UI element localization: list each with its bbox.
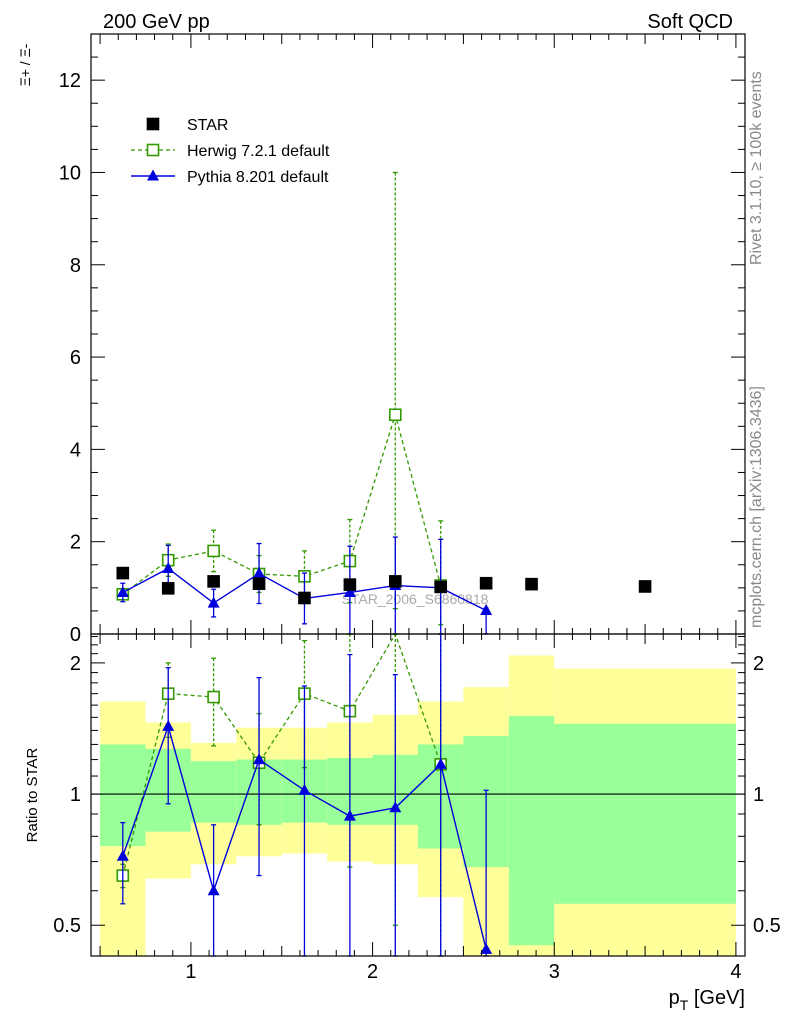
x-tick-label: 2 <box>367 961 378 983</box>
main-y-tick-label: 8 <box>70 255 81 277</box>
x-tick-label: 4 <box>730 961 741 983</box>
main-y-tick-label: 6 <box>70 347 81 369</box>
legend-label: Pythia 8.201 default <box>187 169 329 186</box>
main-y-tick-label: 2 <box>70 532 81 554</box>
rivet-label: Rivet 3.1.10, ≥ 100k events <box>748 71 765 265</box>
star-point <box>207 575 220 588</box>
main-y-tick-label: 0 <box>70 624 81 646</box>
ratio-panel <box>91 632 745 957</box>
ratio-pythia-point <box>298 783 311 795</box>
star-point <box>434 580 448 594</box>
herwig-point <box>388 408 402 422</box>
ratio-pythia-point <box>389 801 402 813</box>
ratio-herwig-point <box>207 690 220 704</box>
ratio-pythia-point <box>253 753 266 765</box>
mcplots-label: mcplots.cern.ch [arXiv:1306.3436] <box>748 386 765 628</box>
main-panel <box>116 171 652 635</box>
ratio-y-axis-label: Ratio to STAR <box>24 747 41 842</box>
star-point <box>388 575 402 588</box>
band-inner <box>554 723 736 904</box>
ratio-herwig-line <box>122 632 442 876</box>
legend-herwig-marker <box>146 143 160 157</box>
ratio-y-tick-label: 2 <box>70 653 81 675</box>
ratio-pythia-point <box>162 719 175 731</box>
series-star <box>116 566 652 605</box>
pythia-point <box>480 603 493 615</box>
legend-label: STAR <box>187 117 228 134</box>
herwig-point <box>207 544 220 558</box>
star-point <box>252 577 266 590</box>
pythia-point <box>162 561 175 573</box>
x-tick-label: 3 <box>549 961 560 983</box>
band-inner <box>508 716 555 946</box>
ratio-pythia-point <box>116 849 129 861</box>
header-left: 200 GeV pp <box>103 11 210 33</box>
star-point <box>525 577 538 591</box>
x-tick-label: 1 <box>185 961 196 983</box>
ratio-y-tick-label: 1 <box>70 784 81 806</box>
star-point <box>298 591 311 605</box>
ratio-y-tick-label-right: 2 <box>753 653 764 675</box>
star-point <box>479 576 493 590</box>
ratio-pythia-point <box>207 884 220 896</box>
ratio-pythia-point <box>480 942 493 954</box>
legend-label: Herwig 7.2.1 default <box>187 143 330 160</box>
ratio-pythia-point <box>434 757 447 769</box>
star-point <box>161 582 175 595</box>
x-axis-label: pT [GeV] <box>669 987 745 1013</box>
herwig-line <box>122 412 442 595</box>
legend: STAR Herwig 7.2.1 default Pythia 8.201 def… <box>131 117 330 186</box>
pythia-point <box>343 585 356 597</box>
legend-pythia-marker <box>147 169 159 181</box>
star-point <box>343 578 357 591</box>
ratio-y-tick-label: 0.5 <box>53 915 81 937</box>
main-y-tick-label: 4 <box>70 439 81 461</box>
star-point <box>116 566 130 580</box>
main-y-tick-label: 12 <box>59 70 81 92</box>
main-y-axis-label: Ξ+ / Ξ- <box>17 43 33 86</box>
pythia-point <box>253 567 266 579</box>
ratio-pythia-point <box>343 809 356 821</box>
ratio-series-pythia <box>116 633 493 957</box>
star-point <box>638 580 652 593</box>
ratio-y-tick-label-right: 1 <box>753 784 764 806</box>
pythia-point <box>116 585 129 597</box>
band-inner <box>190 761 237 823</box>
pythia-point <box>207 596 220 608</box>
header-right: Soft QCD <box>647 11 733 33</box>
ratio-frame <box>90 633 746 957</box>
main-y-tick-label: 10 <box>59 162 81 184</box>
analysis-watermark: STAR_2006_S6860818 <box>342 591 489 607</box>
legend-star-marker <box>146 117 160 131</box>
ratio-y-tick-label-right: 0.5 <box>753 915 781 937</box>
series-herwig <box>116 171 448 626</box>
